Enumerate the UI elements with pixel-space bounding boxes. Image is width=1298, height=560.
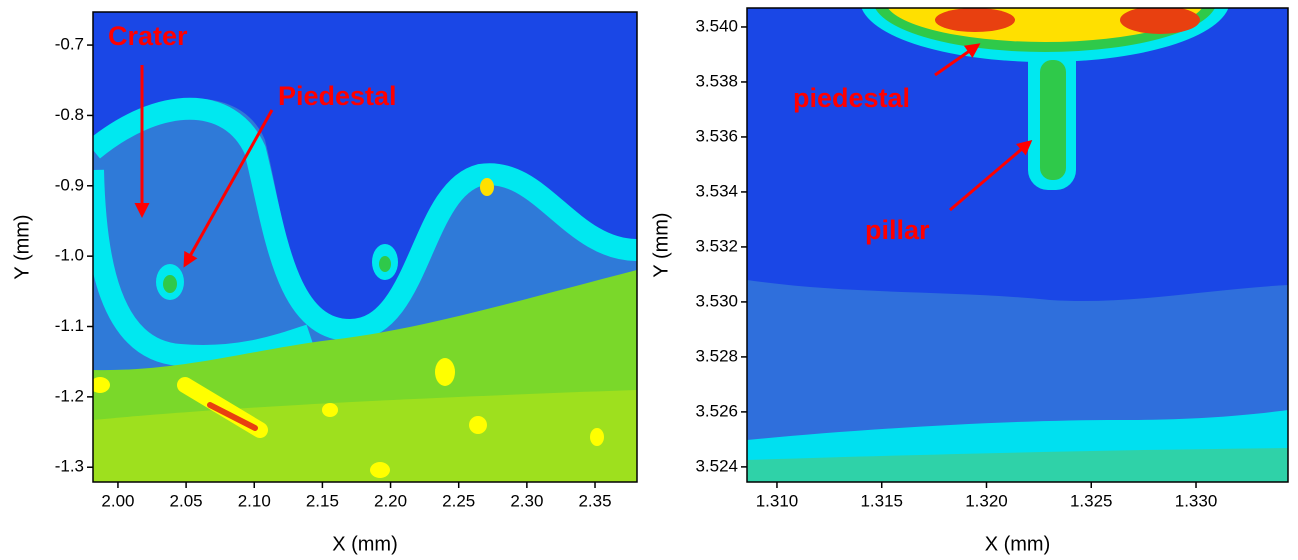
axes: 2.00 2.05 2.10 2.15 2.20 2.25 2.30 2.35 -0.7 -0.8…: [11, 7, 1289, 555]
plot-frame: [92, 11, 638, 483]
x-tick-label: 1.320: [965, 491, 1008, 510]
y-tick-label: -1.2: [55, 386, 84, 405]
arrows: [134, 43, 1033, 268]
y-tick-label: -0.7: [55, 35, 84, 54]
x-tick-label: 1.325: [1070, 491, 1113, 510]
y-tick-label: 3.538: [695, 71, 738, 90]
y-tick-label: 3.526: [695, 401, 738, 420]
annotation: Piedestal: [278, 81, 397, 111]
x-axis-title: X (mm): [332, 533, 398, 555]
annotation: pillar: [865, 215, 930, 245]
y-tick-label: 3.540: [695, 16, 738, 35]
y-axis-title: Y (mm): [11, 214, 33, 279]
x-tick-label: 2.15: [306, 491, 339, 510]
x-tick-label: 2.20: [374, 491, 407, 510]
y-tick-label: 3.532: [695, 236, 738, 255]
y-tick-label: -0.8: [55, 105, 84, 124]
y-axis-title: Y (mm): [650, 212, 672, 277]
plot-frame: [746, 7, 1289, 483]
x-tick-label: 1.315: [860, 491, 903, 510]
x-tick-label: 1.310: [756, 491, 799, 510]
y-tick-label: 3.534: [695, 181, 738, 200]
annotation: piedestal: [793, 83, 910, 113]
y-tick-label: -1.1: [55, 316, 84, 335]
y-tick-label: -1.0: [55, 246, 84, 265]
x-axis-title: X (mm): [985, 533, 1051, 555]
y-tick-label: 3.536: [695, 126, 738, 145]
x-tick-label: 2.05: [170, 491, 203, 510]
heatmap-right: [747, 8, 1288, 482]
x-tick-label: 2.00: [101, 491, 134, 510]
x-tick-label: 2.35: [578, 491, 611, 510]
annotation: Crater: [108, 21, 188, 51]
y-tick-label: -0.9: [55, 175, 84, 194]
x-tick-label: 2.10: [238, 491, 271, 510]
x-tick-label: 2.25: [442, 491, 475, 510]
y-tick-label: -1.3: [55, 457, 84, 476]
x-tick-label: 1.330: [1175, 491, 1218, 510]
y-tick-label: 3.530: [695, 291, 738, 310]
y-tick-label: 3.524: [695, 456, 738, 475]
x-tick-label: 2.30: [510, 491, 543, 510]
y-tick-label: 3.528: [695, 346, 738, 365]
heatmap-left: [93, 12, 637, 482]
